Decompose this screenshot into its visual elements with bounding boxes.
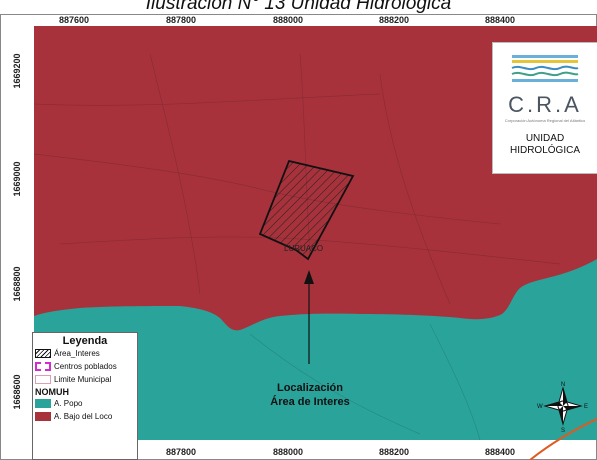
legend-item-label: Área_Interes xyxy=(54,349,100,358)
cra-logo-icon xyxy=(511,55,579,82)
bajo-del-loco-swatch-icon xyxy=(35,412,51,421)
annotation-line: Localización xyxy=(276,382,344,394)
legend-item: Área_Interes xyxy=(33,347,137,360)
place-label-luruaco: LURUACO xyxy=(284,244,324,253)
arrow-annotation xyxy=(304,270,314,364)
y-tick-left: 1668600 xyxy=(12,374,22,410)
legend-item-label: A. Bajo del Loco xyxy=(54,412,113,421)
logo-subtitle: Corporación Autónoma Regional del Atlánt… xyxy=(504,118,586,123)
map-caption: Ilustración N° 13 Unidad Hidrológica xyxy=(145,0,452,14)
x-tick-top: 887800 xyxy=(165,15,197,25)
x-tick-top: 888200 xyxy=(378,15,410,25)
area-interes-polygon xyxy=(258,159,355,261)
compass-icon: N E W S xyxy=(537,382,588,434)
logo-title-line: HIDROLÓGICA xyxy=(509,145,580,156)
legend-item: A. Bajo del Loco xyxy=(33,410,137,423)
annotation-text: Localización Área de Interes xyxy=(244,381,376,409)
hatch-swatch-icon xyxy=(35,349,51,358)
logo-title-line: UNIDAD xyxy=(525,133,565,144)
y-tick-left: 1668800 xyxy=(12,266,22,302)
logo-name: C.R.A xyxy=(508,92,582,117)
svg-text:N: N xyxy=(561,382,565,388)
y-tick-left: 1669000 xyxy=(12,161,22,197)
legend-item: A. Popo xyxy=(33,397,137,410)
popo-swatch-icon xyxy=(35,399,51,408)
map-frame: N E W S 887600 887800 888000 888200 8884… xyxy=(0,14,597,460)
legend-item-label: Limite Municipal xyxy=(54,375,112,384)
limite-municipal-line xyxy=(529,418,597,460)
x-tick-top: 888000 xyxy=(272,15,304,25)
map-legend: Leyenda Área_Interes Centros poblados Li… xyxy=(32,332,138,460)
legend-item: Limite Municipal xyxy=(33,373,137,386)
logo-title: UNIDAD HIDROLÓGICA xyxy=(493,133,597,157)
poblados-swatch-icon xyxy=(35,362,51,371)
x-tick-bottom: 887800 xyxy=(165,447,197,457)
x-tick-top: 887600 xyxy=(58,15,90,25)
x-tick-top: 888400 xyxy=(484,15,516,25)
road-lines-south xyxy=(249,323,481,441)
x-tick-bottom: 888000 xyxy=(272,447,304,457)
svg-text:E: E xyxy=(584,404,588,410)
legend-title: Leyenda xyxy=(62,335,108,347)
x-tick-bottom: 888200 xyxy=(378,447,410,457)
limite-swatch-icon xyxy=(35,375,51,384)
y-tick-left: 1669200 xyxy=(12,53,22,89)
x-tick-bottom: 888400 xyxy=(484,447,516,457)
svg-text:S: S xyxy=(561,428,565,434)
svg-text:W: W xyxy=(537,404,543,410)
logo-panel: C.R.A Corporación Autónoma Regional del … xyxy=(492,42,597,174)
legend-item-label: A. Popo xyxy=(54,399,83,408)
legend-group-title: NOMUH xyxy=(35,387,69,397)
legend-item: Centros poblados xyxy=(33,360,137,373)
annotation-line: Área de Interes xyxy=(270,396,350,408)
legend-item-label: Centros poblados xyxy=(54,362,117,371)
